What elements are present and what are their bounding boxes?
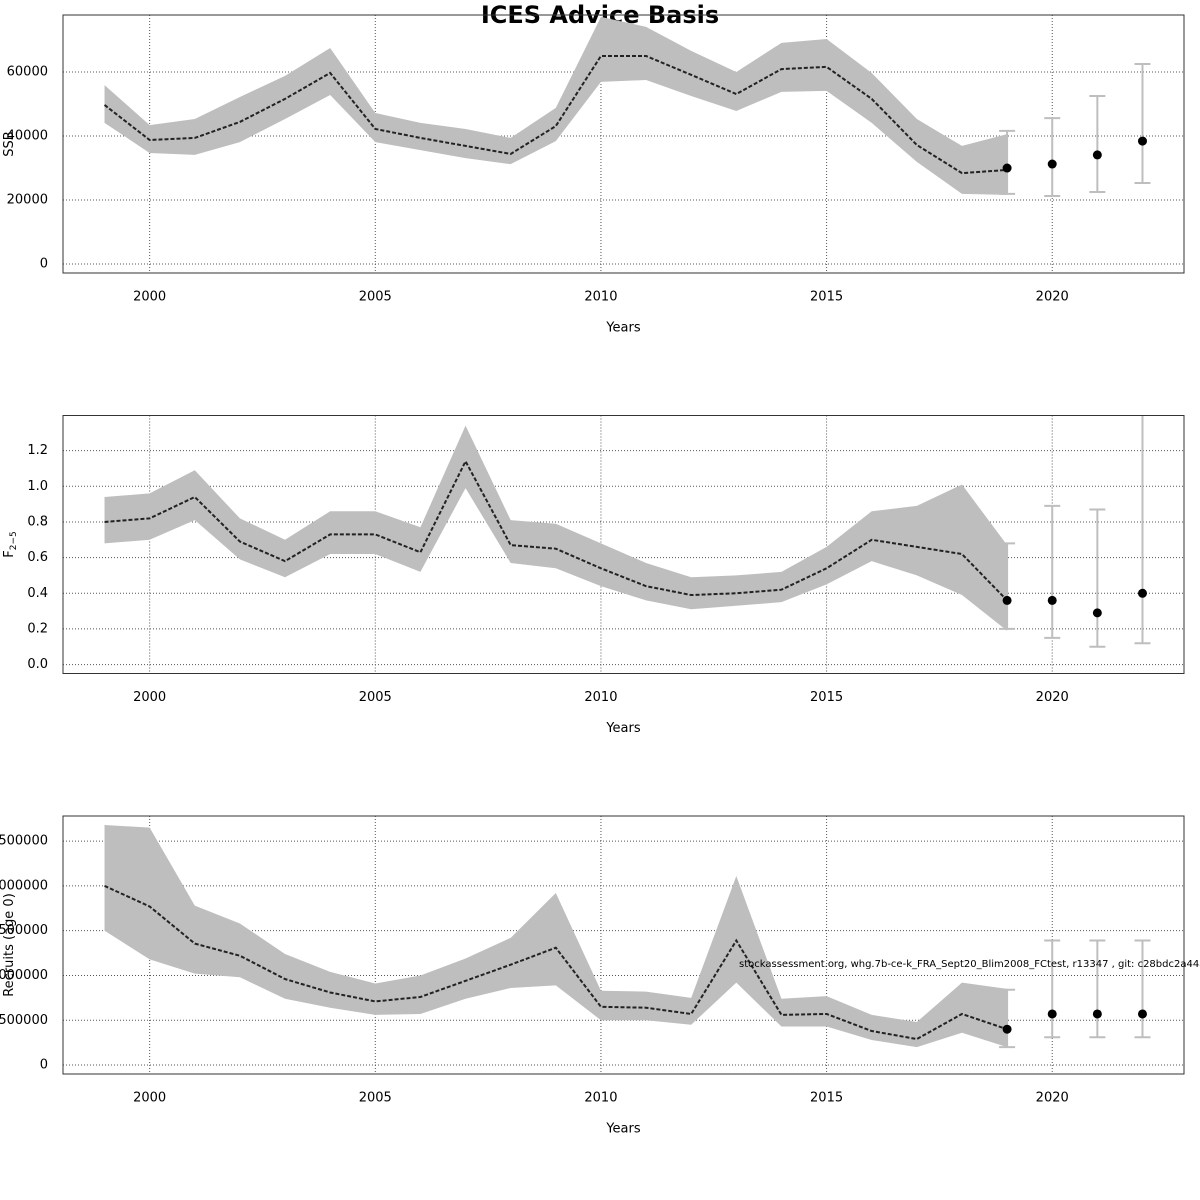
estimate-line: [104, 459, 1008, 602]
x-tick-label: 2015: [810, 690, 843, 705]
y-tick-label: 40000: [7, 128, 48, 143]
y-axis-label: SSB: [2, 131, 17, 156]
x-tick-label: 2010: [584, 1091, 617, 1106]
annotation: stockassessment.org, whg.7b-ce-k_FRA_Sep…: [739, 959, 1200, 970]
x-tick-label: 2010: [584, 690, 617, 705]
forecast-point: [1092, 1009, 1102, 1019]
estimate-line: [104, 884, 1008, 1041]
forecast-point: [1047, 1009, 1057, 1019]
y-tick-label: 2000000: [0, 878, 48, 893]
y-tick-label: 0.4: [27, 586, 48, 601]
forecast-point: [1002, 1024, 1012, 1034]
x-tick-label: 2005: [359, 1091, 392, 1106]
x-tick-label: 2000: [133, 690, 166, 705]
x-tick-label: 2015: [810, 1091, 843, 1106]
y-tick-label: 0: [40, 1058, 48, 1073]
x-tick-label: 2005: [359, 690, 392, 705]
y-tick-label: 1000000: [0, 968, 48, 983]
plot-frame: [62, 815, 1185, 1075]
x-axis-label: Years: [605, 1122, 641, 1137]
panel: 2000 2005 2010 2015 2020 0 20000 40000 60000 Year…: [2, 14, 1185, 336]
y-tick-label: 1.2: [27, 443, 48, 458]
y-tick-label: 0.2: [27, 621, 48, 636]
y-tick-label: 0.0: [27, 657, 48, 672]
x-tick-label: 2020: [1036, 690, 1069, 705]
forecast-point: [1092, 608, 1102, 618]
forecast-point: [1002, 163, 1012, 173]
x-tick-label: 2000: [133, 290, 166, 305]
forecast-point: [1137, 136, 1147, 146]
forecast-point: [1092, 150, 1102, 160]
panel: 2000 2005 2010 2015 2020 0 500000 1000000 150000…: [0, 815, 1200, 1137]
x-tick-label: 2015: [810, 290, 843, 305]
y-axis-label-subscript: 2−5: [9, 531, 19, 550]
x-tick-label: 2000: [133, 1091, 166, 1106]
confidence-band: [104, 425, 1008, 631]
confidence-band: [104, 16, 1008, 195]
x-tick-label: 2020: [1036, 290, 1069, 305]
x-axis-label: Years: [605, 321, 641, 336]
y-tick-label: 60000: [7, 64, 48, 79]
y-tick-label: 1.0: [27, 479, 48, 494]
y-tick-label: 500000: [0, 1013, 48, 1028]
y-tick-label: 0.8: [27, 514, 48, 529]
x-axis-label: Years: [605, 721, 641, 736]
forecast-point: [1047, 159, 1057, 169]
x-tick-label: 2010: [584, 290, 617, 305]
y-tick-label: 2500000: [0, 834, 48, 849]
y-tick-label: 20000: [7, 193, 48, 208]
plot-frame: [62, 14, 1185, 274]
forecast-point: [1137, 1009, 1147, 1019]
forecast-point: [1047, 595, 1057, 605]
y-tick-label: 0.6: [27, 550, 48, 565]
plot-frame: [62, 415, 1185, 674]
y-axis-label: Recruits (age 0): [2, 893, 17, 997]
y-axis-label-main: F: [2, 550, 17, 557]
confidence-band: [104, 824, 1008, 1048]
x-tick-label: 2020: [1036, 1091, 1069, 1106]
y-tick-label: 0: [40, 257, 48, 272]
forecast-point: [1137, 588, 1147, 598]
y-axis-label-main: Recruits (age 0): [2, 893, 17, 997]
y-tick-label: 1500000: [0, 923, 48, 938]
y-axis-label: F2−5: [2, 531, 19, 557]
panel: 2000 2005 2010 2015 2020 0.0 0.2 0.4 0.6 0.8 1.0 1.…: [2, 415, 1185, 736]
y-axis-label-main: SSB: [2, 131, 17, 156]
x-tick-label: 2005: [359, 290, 392, 305]
forecast-point: [1002, 595, 1012, 605]
